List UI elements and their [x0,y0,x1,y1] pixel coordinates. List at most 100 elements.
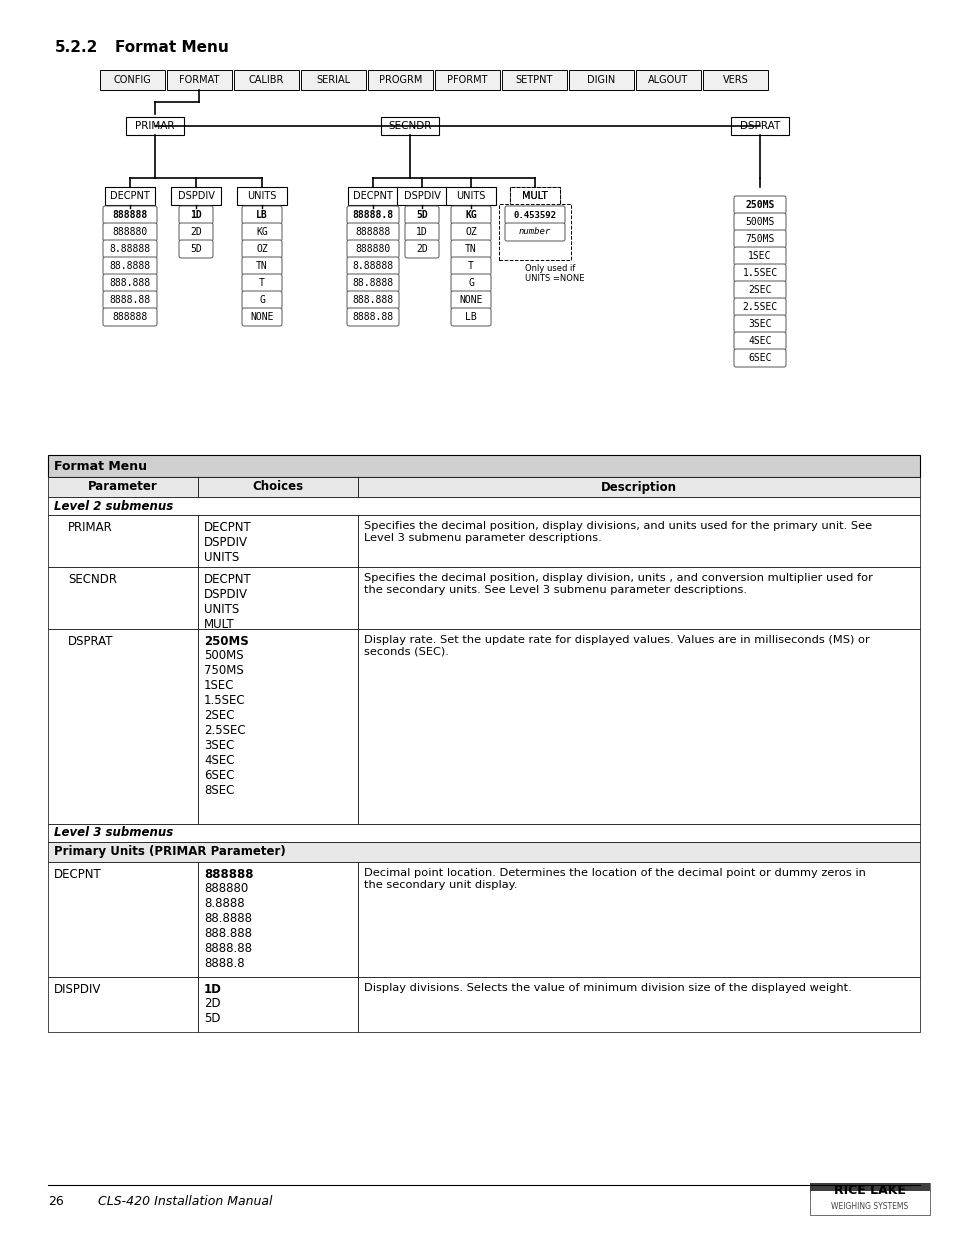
Bar [48,496,919,515]
FancyBboxPatch shape [405,224,438,241]
FancyBboxPatch shape [103,274,157,291]
Text: 500MS: 500MS [744,217,774,227]
Text: 2.5SEC: 2.5SEC [741,303,777,312]
Text: SECNDR: SECNDR [388,121,432,131]
Text: DIGIN: DIGIN [587,75,615,85]
Bar [198,862,357,977]
Bar [357,515,919,567]
Text: Choices: Choices [253,480,303,494]
Text: PFORMT: PFORMT [447,75,487,85]
FancyBboxPatch shape [733,350,785,367]
Text: 500MS
750MS
1SEC
1.5SEC
2SEC
2.5SEC
3SEC
4SEC
6SEC
8SEC: 500MS 750MS 1SEC 1.5SEC 2SEC 2.5SEC 3SEC… [204,650,245,797]
FancyBboxPatch shape [733,264,785,282]
Bar [48,977,198,1032]
Bar [368,70,433,90]
Text: DSPRAT: DSPRAT [68,635,113,648]
Bar [167,70,232,90]
Text: 888.888: 888.888 [352,295,394,305]
Text: PROGRM: PROGRM [378,75,422,85]
FancyBboxPatch shape [103,291,157,309]
Bar [357,977,919,1032]
Text: LB: LB [255,210,268,220]
Bar [48,567,198,629]
Text: 26: 26 [48,1195,64,1208]
FancyBboxPatch shape [405,240,438,258]
Text: Display divisions. Selects the value of minimum division size of the displayed w: Display divisions. Selects the value of … [364,983,851,993]
Text: 888888: 888888 [112,210,148,220]
Bar [198,515,357,567]
Text: FORMAT: FORMAT [179,75,219,85]
Text: DISPDIV: DISPDIV [54,983,101,995]
Bar [126,117,184,135]
Bar [357,629,919,824]
Text: 5D: 5D [416,210,428,220]
Text: G: G [259,295,265,305]
Text: WEIGHING SYSTEMS: WEIGHING SYSTEMS [830,1202,907,1212]
Text: 4SEC: 4SEC [747,336,771,346]
FancyBboxPatch shape [103,240,157,258]
Text: Decimal point location. Determines the location of the decimal point or dummy ze: Decimal point location. Determines the l… [364,868,865,889]
Bar [105,186,154,205]
Bar [809,1186,929,1193]
Text: 8888.88: 8888.88 [352,312,394,322]
FancyBboxPatch shape [347,240,398,258]
FancyBboxPatch shape [733,212,785,231]
Text: KG: KG [255,227,268,237]
Text: SECNDR: SECNDR [68,573,117,585]
Text: 1D: 1D [204,983,222,995]
Text: CLS-420 Installation Manual: CLS-420 Installation Manual [98,1195,273,1208]
FancyBboxPatch shape [405,206,438,224]
Text: 250MS: 250MS [204,635,249,648]
Text: SERIAL: SERIAL [316,75,350,85]
Text: Format Menu: Format Menu [115,40,229,56]
Text: DECPNT: DECPNT [54,868,102,881]
Text: Primary Units (PRIMAR Parameter): Primary Units (PRIMAR Parameter) [54,846,286,858]
Text: MULT: MULT [521,191,547,201]
FancyBboxPatch shape [733,196,785,214]
Text: 2D: 2D [190,227,202,237]
FancyBboxPatch shape [179,240,213,258]
Bar [48,515,198,567]
Bar [198,567,357,629]
FancyBboxPatch shape [733,282,785,299]
Text: CALIBR: CALIBR [249,75,284,85]
Text: 3SEC: 3SEC [747,319,771,329]
Text: RICE LAKE: RICE LAKE [833,1184,905,1197]
FancyBboxPatch shape [347,308,398,326]
Bar [357,477,919,496]
Text: DECPNT
DSPDIV
UNITS: DECPNT DSPDIV UNITS [204,521,252,564]
Bar [48,477,198,496]
FancyBboxPatch shape [347,206,398,224]
FancyBboxPatch shape [451,274,491,291]
Text: 888.888: 888.888 [110,278,151,288]
Bar [501,70,566,90]
Bar [435,70,499,90]
Text: DSPRAT: DSPRAT [740,121,780,131]
Bar [636,70,700,90]
Text: 888888: 888888 [204,868,253,881]
Text: Specifies the decimal position, display divisions, and units used for the primar: Specifies the decimal position, display … [364,521,871,542]
FancyBboxPatch shape [242,206,282,224]
Bar [171,186,221,205]
Bar [100,70,165,90]
Text: PRIMAR: PRIMAR [135,121,174,131]
Bar [357,567,919,629]
FancyBboxPatch shape [103,308,157,326]
FancyBboxPatch shape [347,274,398,291]
Text: UNITS: UNITS [456,191,485,201]
FancyBboxPatch shape [242,274,282,291]
Text: 1.5SEC: 1.5SEC [741,268,777,278]
FancyBboxPatch shape [451,224,491,241]
Text: 1SEC: 1SEC [747,251,771,261]
Bar [233,70,298,90]
FancyBboxPatch shape [733,247,785,266]
Text: T: T [468,261,474,270]
Text: 88.8888: 88.8888 [110,261,151,270]
FancyBboxPatch shape [733,298,785,316]
Text: 2D
5D: 2D 5D [204,997,220,1025]
Bar [702,70,767,90]
Bar [498,204,571,261]
Text: 888880: 888880 [355,245,390,254]
Text: NONE: NONE [458,295,482,305]
FancyBboxPatch shape [242,224,282,241]
